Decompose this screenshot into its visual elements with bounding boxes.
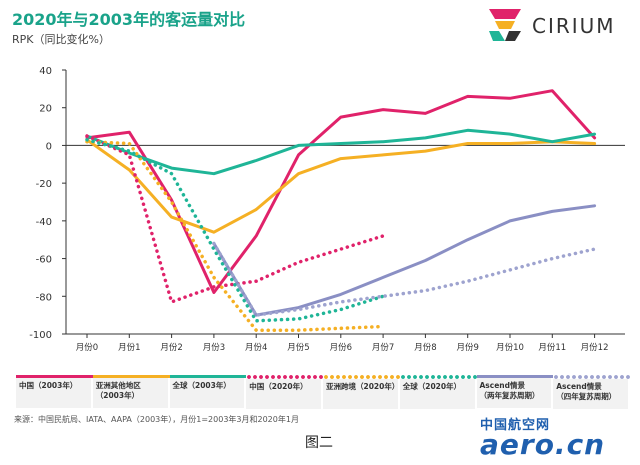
- chart-legend: 中国（2003年） 亚洲其他地区 （2003年） 全球（2003年） 中国（2020年…: [16, 375, 630, 411]
- watermark-logo: aero.cn: [480, 428, 606, 461]
- legend-label: 中国（2020年）: [246, 379, 321, 409]
- legend-swatch: [16, 375, 93, 378]
- legend-label: 亚洲跨境（2020年）: [323, 379, 399, 409]
- y-tick-label: 40: [39, 66, 52, 77]
- x-tick-label: 月份9: [456, 342, 478, 353]
- legend-label: Ascend情景 （两年复苏周期）: [476, 378, 552, 408]
- series-line-0: [85, 89, 597, 294]
- legend-swatch: [169, 375, 247, 378]
- legend-item-1: 亚洲其他地区 （2003年）: [92, 375, 170, 411]
- legend-swatch: [323, 375, 400, 379]
- x-tick-label: 月份3: [203, 342, 225, 353]
- legend-label: 全球（2003年）: [169, 378, 245, 408]
- x-tick-label: 月份5: [287, 342, 309, 353]
- series-line-4: [85, 139, 385, 332]
- x-tick-label: 月份2: [160, 342, 182, 353]
- y-tick-label: -100: [29, 330, 52, 341]
- x-tick-label: 月份7: [372, 342, 394, 353]
- watermark-site-name: 中国航空网: [480, 418, 551, 433]
- y-tick-label: -20: [36, 179, 52, 190]
- legend-label: 全球（2020年）: [399, 379, 475, 409]
- line-chart: 40 20 0 -20 -40 -60 -80 -100 月份0 月份1 月份2 月份3 月份4 月份5 月…: [29, 66, 625, 353]
- chart-title: 2020年与2003年的客运量对比: [12, 10, 246, 29]
- x-tick-label: 月份6: [330, 342, 352, 353]
- series-line-1: [85, 138, 597, 234]
- legend-swatch: [92, 375, 170, 378]
- legend-swatch: [476, 375, 554, 378]
- x-tick-label: 月份1: [118, 342, 140, 353]
- series-line-3: [85, 134, 385, 304]
- y-tick-label: 0: [46, 141, 52, 152]
- legend-swatch: [399, 375, 477, 379]
- legend-item-5: 全球（2020年）: [399, 375, 477, 411]
- series-line-7: [212, 241, 597, 317]
- legend-item-7: Ascend情景 （四年复苏周期）: [553, 375, 630, 411]
- legend-item-3: 中国（2020年）: [246, 375, 323, 411]
- legend-swatch: [553, 375, 630, 379]
- legend-item-4: 亚洲跨境（2020年）: [323, 375, 400, 411]
- x-tick-label: 月份4: [245, 342, 267, 353]
- legend-swatch: [246, 375, 323, 379]
- x-tick-label: 月份10: [496, 342, 524, 353]
- legend-label: 中国（2003年）: [16, 378, 91, 408]
- x-tick-label: 月份0: [76, 342, 98, 353]
- series-line-6: [212, 204, 597, 317]
- x-tick-label: 月份12: [581, 342, 609, 353]
- cirium-logo: [489, 9, 521, 41]
- brand-name: CIRIUM: [532, 14, 616, 38]
- y-tick-label: -80: [36, 292, 52, 303]
- legend-item-6: Ascend情景 （两年复苏周期）: [476, 375, 554, 411]
- y-tick-label: -60: [36, 255, 52, 266]
- series-line-2: [85, 128, 597, 176]
- x-tick-label: 月份11: [538, 342, 566, 353]
- series-line-5: [85, 138, 385, 323]
- source-note: 来源：中国民航局、IATA、AAPA（2003年），月份1=2003年3月和20…: [14, 415, 299, 424]
- y-tick-label: 20: [39, 104, 52, 115]
- legend-label: 亚洲其他地区 （2003年）: [92, 378, 168, 408]
- y-tick-label: -40: [36, 217, 52, 228]
- x-tick-label: 月份8: [414, 342, 436, 353]
- legend-label: Ascend情景 （四年复苏周期）: [553, 379, 628, 409]
- figure-caption: 图二: [305, 435, 333, 451]
- y-axis-unit-label: RPK（同比变化%）: [12, 33, 110, 46]
- legend-item-2: 全球（2003年）: [169, 375, 247, 411]
- legend-item-0: 中国（2003年）: [16, 375, 93, 411]
